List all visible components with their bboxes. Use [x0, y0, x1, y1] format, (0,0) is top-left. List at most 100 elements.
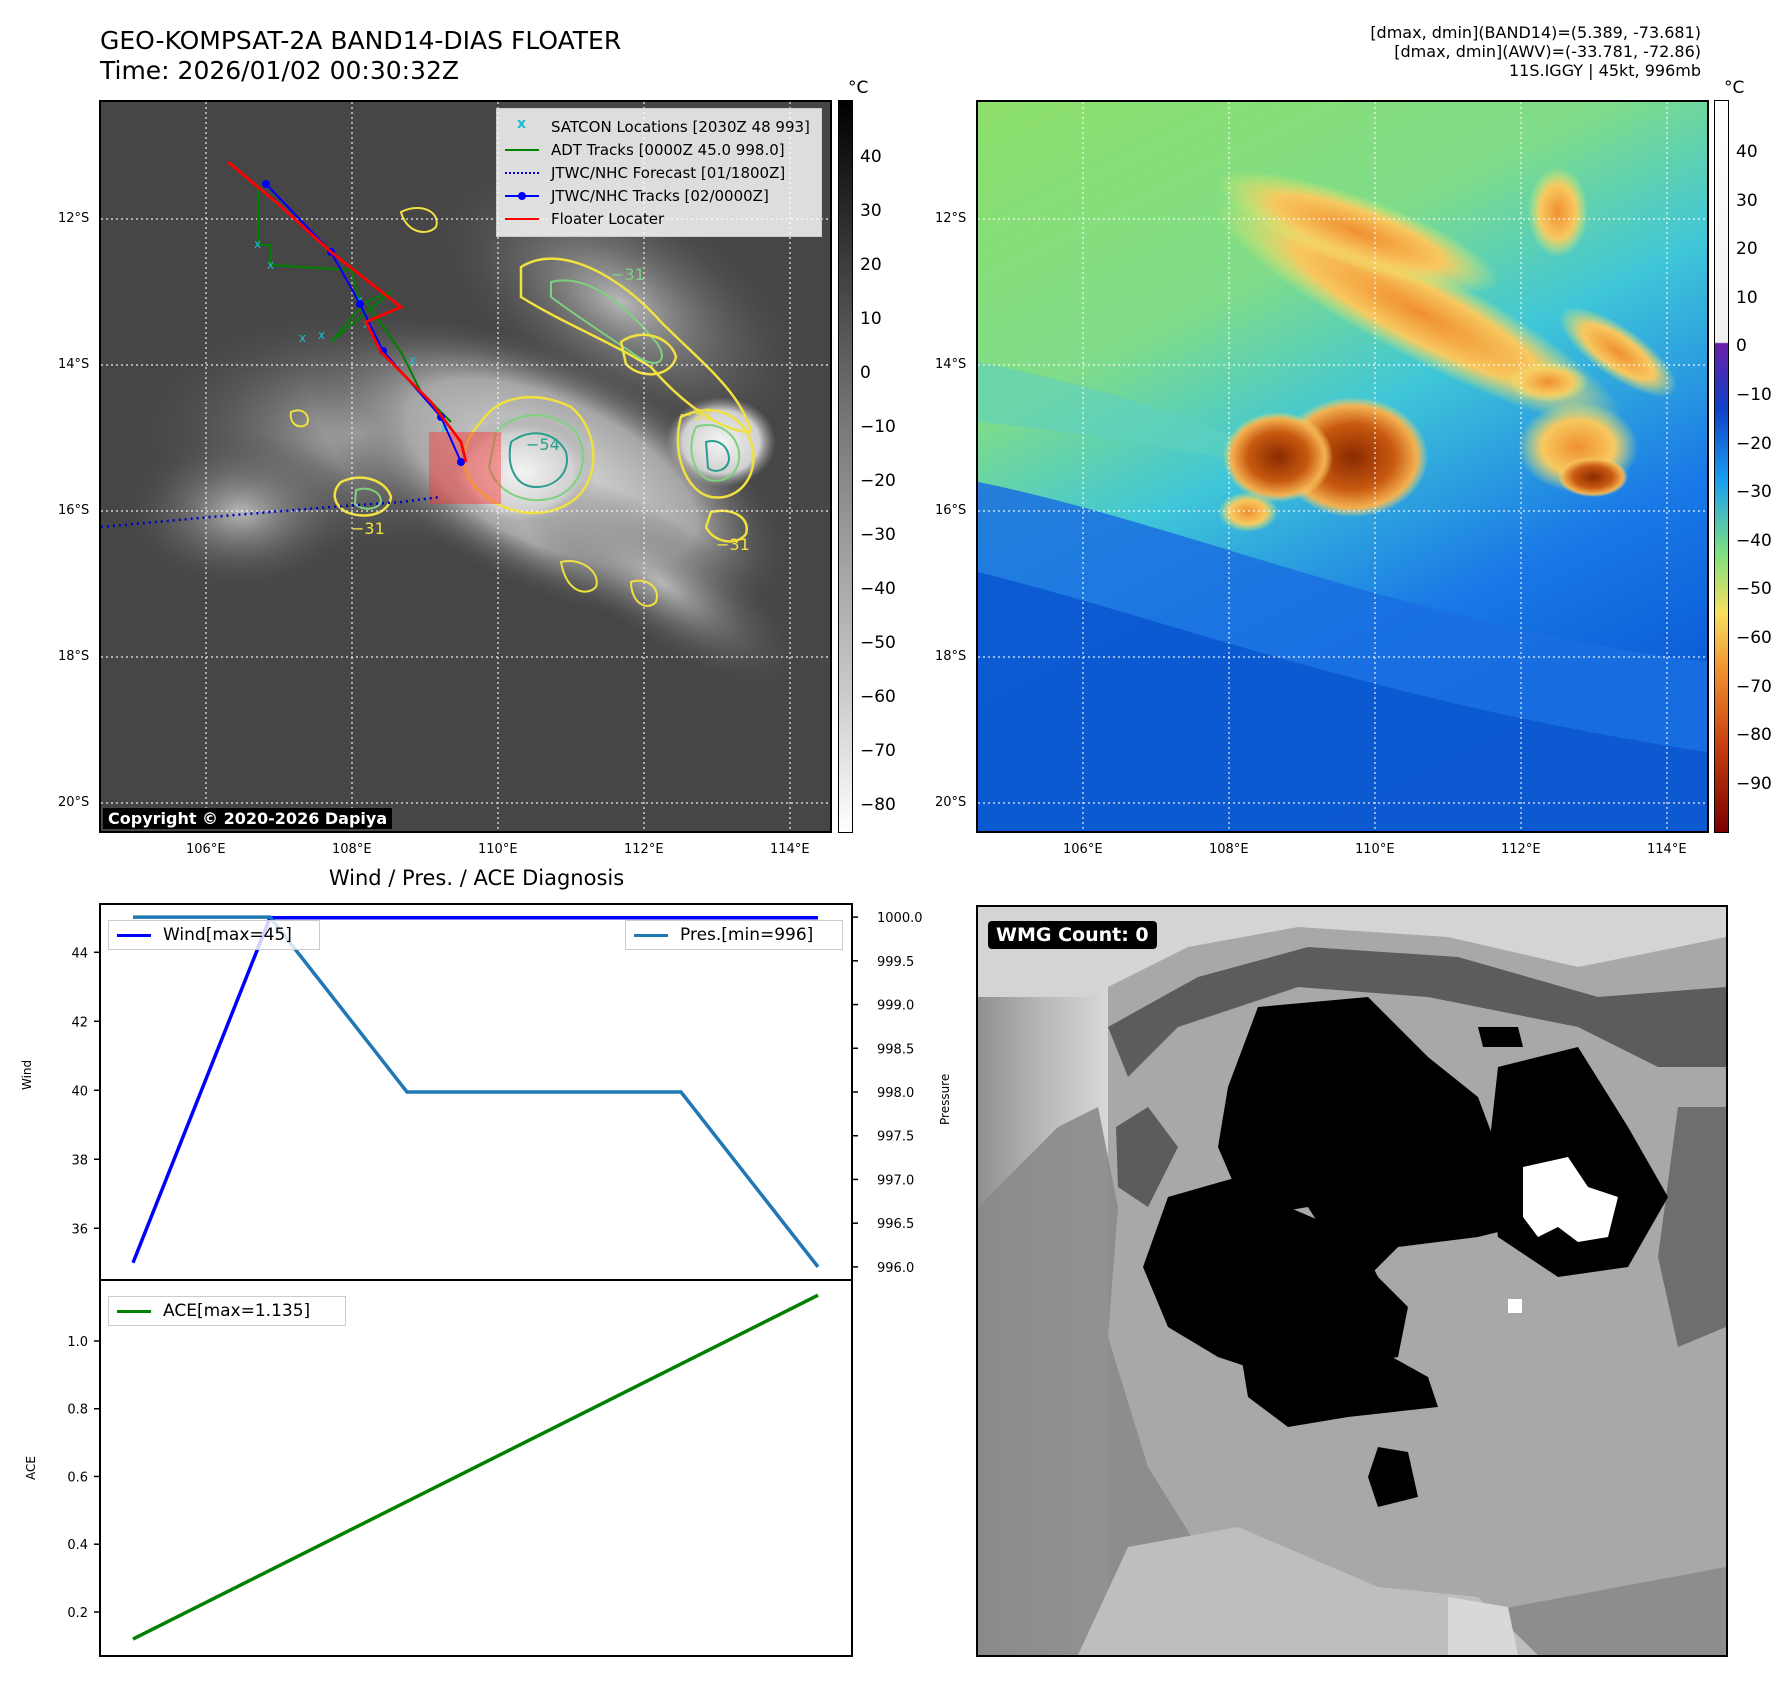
diag-chart: 36 38 40 42 44 996.0 996.5 997.0 997.5 998.0 998.5…	[67, 903, 923, 1657]
ace-legend-label: ACE[max=1.135]	[163, 1301, 311, 1321]
adt-track	[257, 185, 452, 423]
pres-series-line	[133, 915, 820, 1268]
title-line-2: Time: 2026/01/02 00:30:32Z	[100, 56, 459, 85]
pres-ylabel: Pressure	[938, 1073, 952, 1125]
pres-tick-label: 998.0	[877, 1086, 914, 1101]
awv-colorbar-tick: −30	[1736, 482, 1772, 503]
ir-colorbar-tick: −40	[860, 579, 896, 599]
ace-tick-label: 0.4	[67, 1538, 88, 1553]
info-line-3: 11S.IGGY | 45kt, 996mb	[1508, 61, 1701, 80]
lat-label: 16°S	[935, 503, 967, 518]
ir-colorbar-tick: 10	[860, 309, 882, 329]
lat-label: 12°S	[935, 211, 967, 226]
ir-legend: x SATCON Locations [2030Z 48 993] ADT Tr…	[496, 108, 822, 237]
satcon-legend-icon: x	[517, 115, 527, 132]
pres-legend-icon	[634, 928, 668, 942]
info-line-2: [dmax, dmin](AWV)=(-33.781, -72.86)	[1394, 42, 1701, 61]
legend-jtwc: JTWC/NHC Tracks [02/0000Z]	[505, 184, 813, 207]
svg-text:x: x	[356, 293, 363, 307]
svg-text:x: x	[409, 353, 416, 367]
awv-colorbar-tick: −10	[1736, 385, 1772, 405]
pres-tick-label: 997.0	[877, 1173, 914, 1188]
ir-colorbar-tick: 0	[860, 363, 871, 383]
lat-label: 18°S	[935, 649, 967, 664]
floater-box	[429, 432, 501, 504]
contour-label: −54	[526, 435, 560, 454]
pres-legend-label: Pres.[min=996]	[680, 925, 814, 945]
ace-frame	[99, 1279, 853, 1657]
legend-floater: Floater Locater	[505, 207, 813, 230]
lon-label: 112°E	[624, 842, 664, 857]
ir-colorbar-tick: −50	[860, 633, 896, 653]
awv-colorbar	[1714, 100, 1729, 833]
svg-text:x: x	[254, 237, 261, 251]
pres-tick-label: 997.5	[877, 1130, 914, 1145]
ace-tick-label: 0.6	[67, 1470, 88, 1485]
awv-image	[978, 102, 1707, 831]
contour-label: −31	[351, 519, 385, 538]
copyright-badge: Copyright © 2020-2026 Dapiya	[103, 808, 393, 829]
info-line-1: [dmax, dmin](BAND14)=(5.389, -73.681)	[1370, 23, 1701, 42]
wind-tick-label: 42	[71, 1015, 88, 1030]
contour-label: −31	[679, 405, 713, 424]
lon-label: 108°E	[332, 842, 372, 857]
legend-label: Floater Locater	[551, 209, 665, 228]
pres-tick-label: 996.5	[877, 1217, 914, 1232]
ir-colorbar-tick: −80	[860, 795, 896, 815]
ir-colorbar-tick: −70	[860, 741, 896, 761]
ir-colorbar	[838, 100, 853, 833]
awv-colorbar-tick: −20	[1736, 433, 1772, 454]
pres-tick-label: 998.5	[877, 1042, 914, 1057]
awv-colorbar-tick: −90	[1736, 773, 1772, 794]
contour-label: −31	[611, 265, 645, 284]
ace-ylabel: ACE	[24, 1456, 38, 1480]
ir-colorbar-tick: −60	[860, 687, 896, 707]
ir-colorbar-tick: −30	[860, 525, 896, 545]
awv-colorbar-unit: °C	[1724, 78, 1745, 98]
ir-colorbar-unit: °C	[848, 78, 869, 98]
lon-label: 110°E	[1355, 842, 1395, 857]
contour-label: −31	[716, 535, 750, 554]
ace-tick-label: 0.8	[67, 1403, 88, 1418]
diag-title: Wind / Pres. / ACE Diagnosis	[328, 866, 625, 890]
awv-image-panel	[976, 100, 1709, 833]
awv-colorbar-tick: 40	[1736, 142, 1758, 162]
pres-tick-label: 999.0	[877, 999, 914, 1014]
jtwc-legend-icon	[505, 189, 539, 203]
lat-label: 14°S	[58, 357, 90, 372]
awv-colorbar-tick: −50	[1736, 579, 1772, 600]
title-line-1: GEO-KOMPSAT-2A BAND14-DIAS FLOATER	[100, 26, 622, 55]
ace-tick-label: 0.2	[67, 1606, 88, 1621]
adt-legend-icon	[505, 143, 539, 157]
ace-legend-icon	[117, 1304, 151, 1318]
awv-colorbar-tick: −70	[1736, 676, 1772, 697]
figure-title: GEO-KOMPSAT-2A BAND14-DIAS FLOATER Time:…	[100, 26, 621, 86]
floater-locater-track	[227, 160, 468, 463]
pres-tick-label: 999.5	[877, 955, 914, 970]
wind-legend-label: Wind[max=45]	[163, 925, 292, 945]
lon-label: 114°E	[1647, 842, 1687, 857]
legend-label: JTWC/NHC Forecast [01/1800Z]	[551, 163, 786, 182]
awv-colorbar-tick: −80	[1736, 725, 1772, 746]
floater-legend-icon	[505, 212, 539, 226]
wind-tick-label: 36	[71, 1222, 88, 1237]
lat-label: 16°S	[58, 503, 90, 518]
wind-tick-label: 44	[71, 946, 88, 961]
wind-tick-label: 38	[71, 1153, 88, 1168]
awv-colorbar-tick: 10	[1736, 287, 1758, 308]
lon-label: 112°E	[1501, 842, 1541, 857]
wind-legend: Wind[max=45]	[108, 920, 320, 950]
ir-colorbar-tick: 40	[860, 147, 882, 167]
awv-colorbar-tick: 20	[1736, 239, 1758, 260]
svg-text:x: x	[299, 331, 306, 345]
lon-label: 106°E	[186, 842, 226, 857]
wmg-count-badge: WMG Count: 0	[988, 921, 1157, 949]
lon-label: 110°E	[478, 842, 518, 857]
lon-label: 108°E	[1209, 842, 1249, 857]
lat-label: 20°S	[58, 795, 90, 810]
forecast-legend-icon	[505, 166, 539, 180]
svg-text:x: x	[267, 258, 274, 272]
pres-legend: Pres.[min=996]	[625, 920, 843, 950]
info-block: [dmax, dmin](BAND14)=(5.389, -73.681) [d…	[1370, 23, 1701, 80]
wmg-image	[978, 907, 1726, 1655]
